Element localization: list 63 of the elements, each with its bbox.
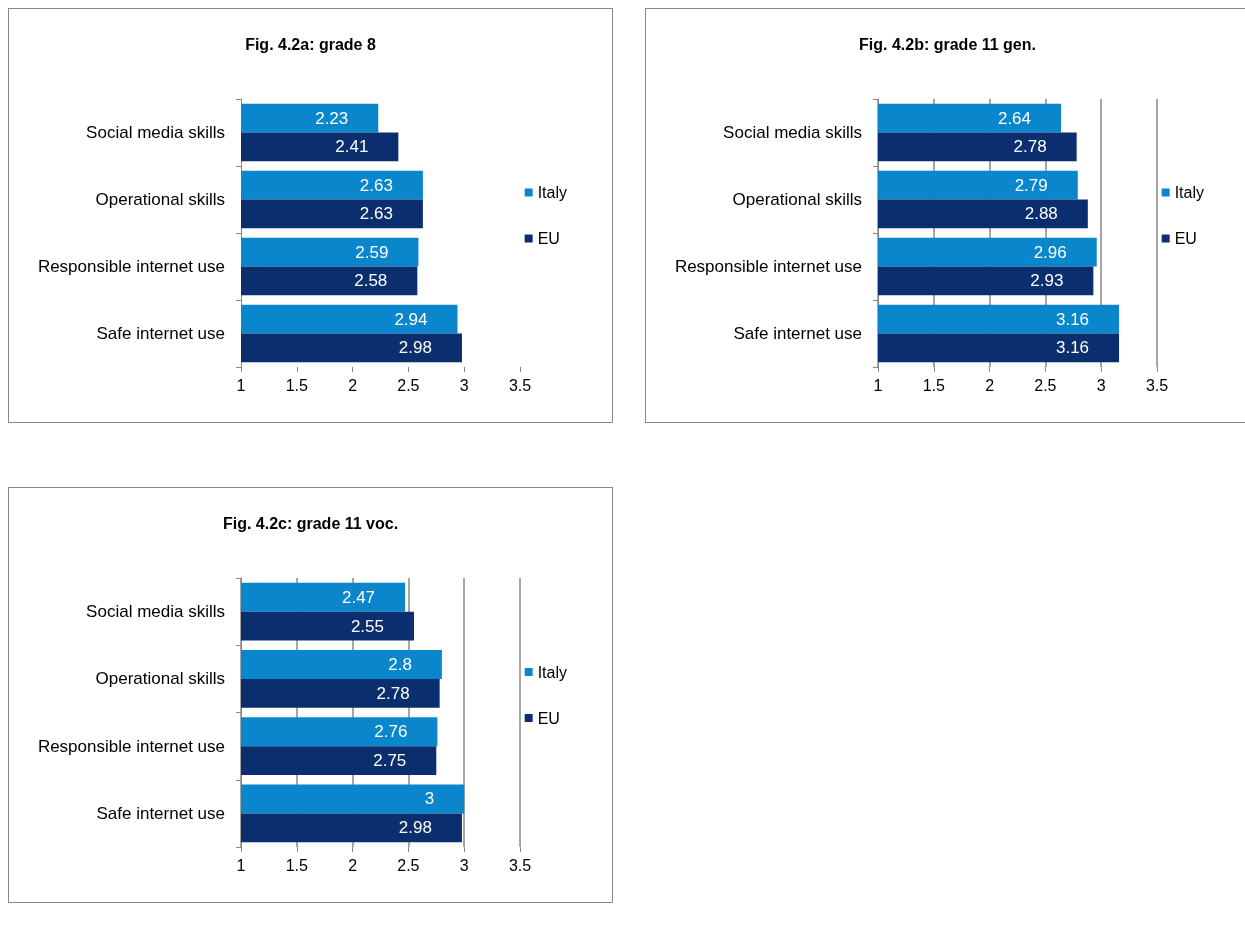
x-tick-label: 1.5: [922, 376, 946, 394]
x-tick-label: 1: [236, 856, 246, 874]
x-tick-label: 2.5: [1034, 376, 1057, 394]
data-label: 2.96: [1033, 242, 1067, 262]
y-tick-label: Operational skills: [732, 190, 862, 209]
chart-title: Fig. 4.2b: grade 11 gen.: [859, 35, 1036, 53]
data-label: 2.94: [394, 309, 428, 329]
x-tick-label: 1: [873, 376, 883, 394]
y-tick-label: Social media skills: [86, 123, 225, 142]
y-tick-label: Social media skills: [86, 602, 225, 622]
y-tick-label: Safe internet use: [733, 324, 862, 343]
y-tick-label: Responsible internet use: [674, 257, 862, 276]
data-label: 2.23: [315, 108, 349, 128]
x-tick-label: 3.5: [1145, 376, 1169, 394]
y-tick-label: Responsible internet use: [37, 257, 225, 276]
x-tick-label: 1.5: [285, 376, 309, 394]
data-label: 2.76: [374, 722, 408, 742]
data-label: 3.16: [1055, 309, 1090, 329]
data-label: 2.88: [1024, 204, 1058, 224]
x-tick-label: 2.5: [397, 376, 420, 394]
y-tick-label: Operational skills: [95, 669, 225, 689]
x-tick-label: 3: [459, 856, 469, 874]
data-label: 2.63: [359, 175, 393, 195]
y-tick-label: Social media skills: [723, 123, 862, 142]
data-label: 2.8: [388, 654, 412, 674]
data-label: 2.79: [1014, 175, 1048, 195]
y-tick-label: Operational skills: [95, 190, 225, 209]
x-tick-label: 3.5: [508, 856, 532, 874]
x-tick-label: 2: [348, 856, 358, 874]
x-tick-label: 1: [236, 376, 246, 394]
chart-title: Fig. 4.2c: grade 11 voc.: [222, 514, 399, 532]
data-label: 2.63: [359, 204, 393, 224]
x-tick-label: 1.5: [285, 856, 309, 874]
legend-label: Italy: [1174, 184, 1204, 201]
y-tick-label: Safe internet use: [96, 324, 225, 343]
x-tick-label: 2: [348, 376, 358, 394]
chart-title: Fig. 4.2a: grade 8: [245, 35, 376, 53]
x-tick-label: 3.5: [508, 376, 532, 394]
data-label: 3.16: [1055, 338, 1090, 358]
data-label: 3: [424, 789, 435, 809]
legend-label: EU: [537, 709, 560, 727]
data-label: 2.64: [997, 108, 1032, 128]
data-label: 2.75: [373, 751, 407, 771]
data-label: 2.47: [341, 587, 376, 607]
data-label: 2.78: [376, 683, 410, 703]
data-label: 2.98: [398, 818, 432, 838]
legend-label: EU: [537, 230, 560, 247]
y-tick-label: Responsible internet use: [37, 736, 225, 756]
data-label: 2.78: [1013, 137, 1047, 157]
data-label: 2.93: [1030, 271, 1064, 291]
data-label: 2.41: [335, 137, 369, 157]
x-tick-label: 2.5: [397, 856, 420, 874]
legend-label: EU: [1174, 230, 1197, 247]
legend-label: Italy: [537, 184, 567, 201]
x-tick-label: 3: [459, 376, 469, 394]
data-label: 2.59: [355, 242, 389, 262]
y-tick-label: Safe internet use: [96, 803, 225, 823]
x-tick-label: 2: [985, 376, 995, 394]
data-label: 2.55: [350, 616, 384, 636]
x-tick-label: 3: [1096, 376, 1106, 394]
data-label: 2.98: [398, 338, 432, 358]
legend-label: Italy: [537, 663, 567, 681]
data-label: 2.58: [354, 271, 388, 291]
